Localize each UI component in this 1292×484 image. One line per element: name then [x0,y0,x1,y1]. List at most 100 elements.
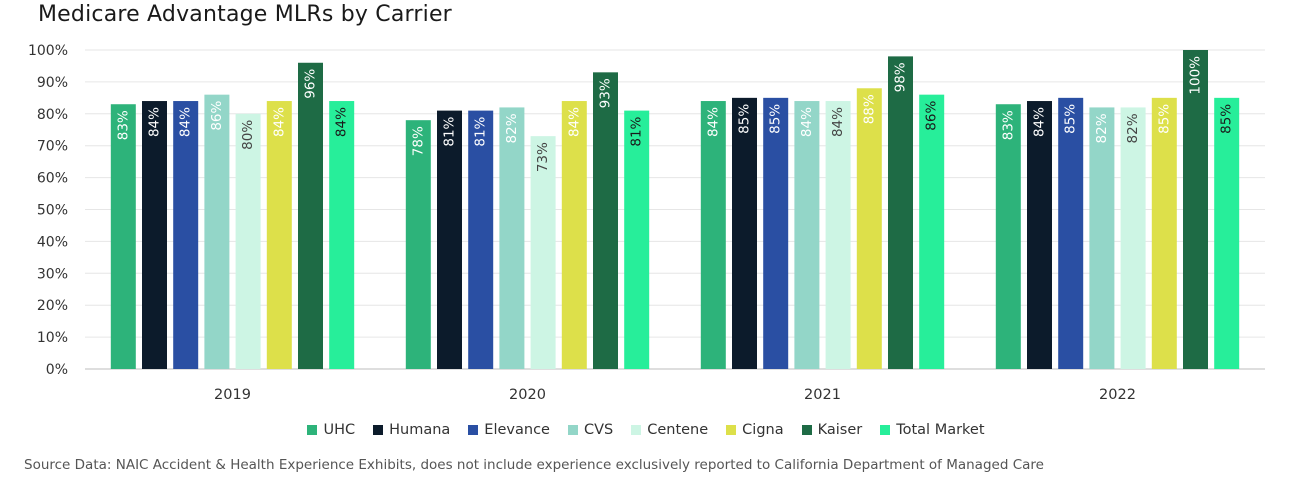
legend-swatch [567,425,578,435]
x-tick-label: 2020 [509,387,546,403]
legend-label: Total Market [896,422,985,438]
bar-chart: 0% 10% 20% 30% 40% 50% 60% 70% 80% 90% 100% 83% 84% 8… [28,43,1265,403]
data-label: 80% [240,120,256,150]
x-tick-label: 2019 [214,387,251,403]
legend-swatch [631,425,642,435]
bar-cvs [204,94,230,369]
data-label: 82% [1094,113,1110,143]
data-label: 85% [1063,104,1079,134]
data-label: 93% [598,78,614,108]
data-label: 84% [705,107,721,137]
bar-centene [825,101,851,369]
data-label: 84% [147,107,163,137]
data-label: 83% [115,110,131,140]
x-tick-label: 2021 [804,387,841,403]
bar-cigna [856,88,882,369]
data-label: 85% [737,104,753,134]
data-label: 73% [535,142,551,172]
legend-swatch [726,425,737,435]
legend-item: CVS [567,422,614,438]
data-label: 84% [334,107,350,137]
legend-label: Centene [647,422,709,438]
bar-kaiser [888,56,913,369]
legend-label: UHC [323,422,356,438]
bar-kaiser [593,72,618,369]
data-label: 96% [303,69,319,99]
data-label: 83% [1000,110,1016,140]
data-label: 86% [924,100,940,130]
data-label: 84% [830,107,846,137]
data-label: 84% [271,107,287,137]
legend-item: Elevance [468,422,550,438]
data-label: 84% [799,107,815,137]
data-label: 100% [1188,56,1204,95]
legend-item: Centene [631,422,708,438]
bar-centene [1120,107,1146,370]
y-tick-label: 70% [37,139,68,155]
data-label: 84% [1032,107,1048,137]
data-label: 85% [1156,104,1172,134]
legend-swatch [801,425,812,435]
data-label: 98% [893,62,909,92]
bar-cvs [1089,107,1115,370]
y-tick-label: 100% [28,43,68,59]
legend-item: Total Market [880,422,985,438]
y-tick-label: 80% [37,107,68,123]
bar-uhc [405,120,431,370]
legend-swatch [880,425,891,435]
bar-total-market [329,101,355,369]
data-label: 81% [473,116,489,146]
bar-kaiser [1183,50,1208,369]
bar-humana [142,101,167,369]
legend-label: Cigna [742,422,784,438]
y-tick-label: 50% [37,203,68,219]
bar-humana [732,97,757,369]
source-note: Source Data: NAIC Accident & Health Expe… [24,457,1044,473]
bar-humana [1027,101,1052,369]
bar-cigna [266,101,292,369]
data-label: 84% [178,107,194,137]
bar-uhc [110,104,136,369]
legend-item: UHC [307,422,355,438]
y-tick-label: 90% [37,75,68,91]
bar-cigna [1151,97,1177,369]
legend-item: Humana [373,422,450,438]
data-label: 85% [1219,104,1235,134]
bar-elevance [173,101,199,369]
y-tick-label: 60% [37,171,68,187]
legend-label: Elevance [484,422,550,438]
data-label: 84% [566,107,582,137]
bar-cvs [794,101,820,369]
bar-total-market [624,110,650,370]
bar-uhc [995,104,1021,369]
bar-kaiser [298,62,323,369]
data-label: 82% [1125,113,1141,143]
bar-elevance [468,110,494,370]
data-label: 82% [504,113,520,143]
bar-cigna [561,101,587,369]
bar-elevance [1058,97,1084,369]
legend-item: Cigna [726,422,784,438]
data-label: 81% [629,116,645,146]
y-tick-label: 30% [37,266,68,282]
bar-uhc [700,101,726,369]
legend-label: Kaiser [817,422,863,438]
y-tick-label: 0% [46,362,68,378]
y-tick-label: 20% [37,298,68,314]
bar-centene [235,113,261,369]
data-label: 78% [410,126,426,156]
legend-label: Humana [389,422,451,438]
bar-elevance [763,97,789,369]
legend-swatch [307,425,318,435]
y-tick-label: 40% [37,234,68,250]
data-label: 88% [861,94,877,124]
data-label: 81% [442,116,458,146]
bar-humana [437,110,462,370]
legend-label: CVS [583,422,614,438]
bar-cvs [499,107,525,370]
bar-centene [530,136,556,369]
legend-swatch [373,425,384,435]
bar-total-market [1214,97,1240,369]
chart-title: Medicare Advantage MLRs by Carrier [38,2,452,27]
legend: UHC Humana Elevance CVS Centene Cigna Kaiser To… [0,419,1292,441]
